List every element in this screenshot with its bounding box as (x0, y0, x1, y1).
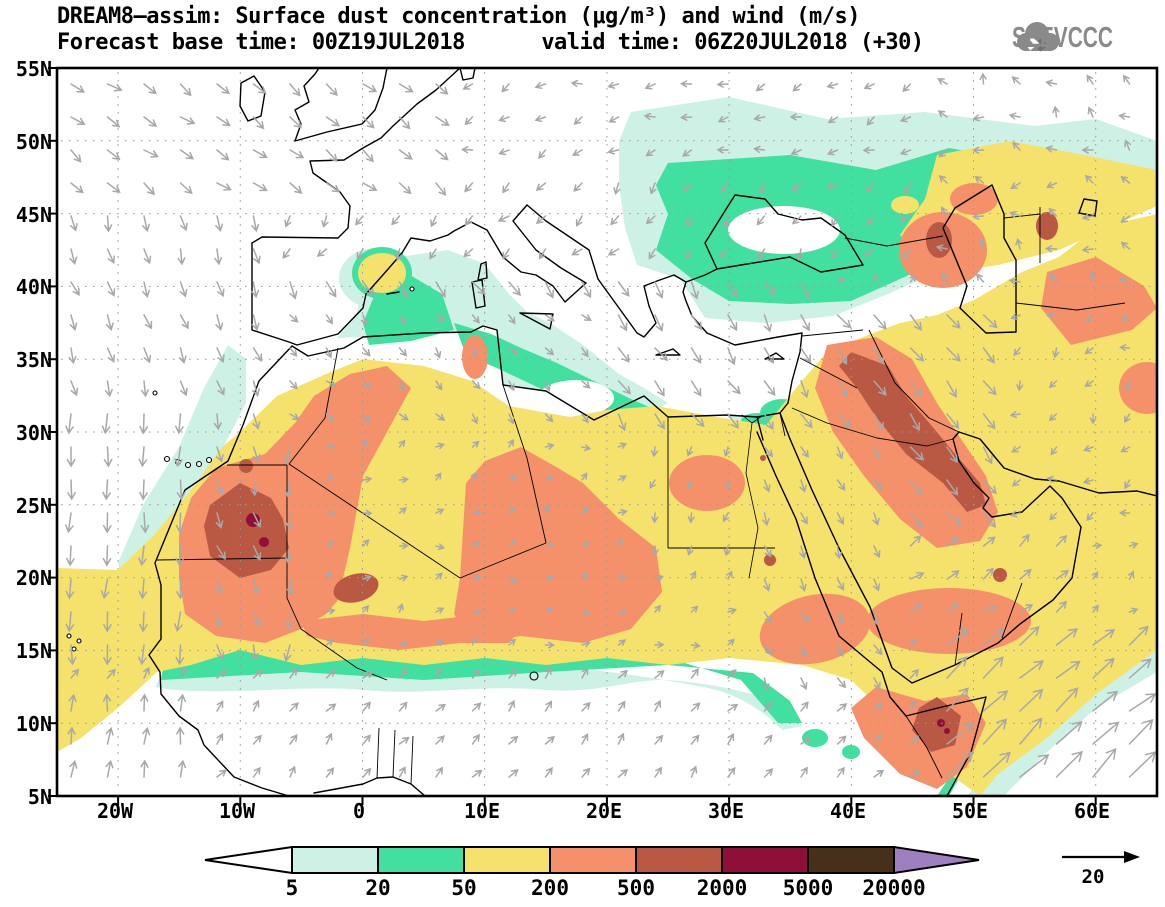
y-tick-20n: 20N (15, 566, 52, 590)
colorbar-label-5000: 5000 (782, 876, 834, 900)
x-tick-40e: 40E (829, 799, 867, 823)
colorbar-label-20: 20 (365, 876, 391, 900)
y-tick-40n: 40N (15, 275, 52, 299)
colorbar-underflow-arrow (204, 845, 293, 875)
colorbar-label-200: 200 (531, 876, 569, 900)
colorbar (204, 845, 980, 875)
y-tick-10n: 10N (15, 712, 52, 736)
colorbar-label-20000: 20000 (862, 876, 926, 900)
axis-ticks (48, 67, 1097, 805)
logo-text: SEEVCCC (1012, 21, 1113, 54)
wind-reference-value: 20 (1081, 866, 1105, 888)
y-tick-50n: 50N (15, 130, 52, 154)
colorbar-overflow-arrow (893, 845, 980, 875)
chart-subtitle-times: Forecast base time: 00Z19JUL2018 valid t… (57, 30, 924, 55)
x-tick-20e: 20E (585, 799, 623, 823)
x-tick-10e: 10E (463, 799, 501, 823)
x-tick-30e: 30E (707, 799, 745, 823)
map-canvas (48, 66, 1159, 805)
coastlines (66, 68, 1157, 796)
sea-white-patches (538, 206, 840, 416)
y-tick-55n: 55N (15, 57, 52, 81)
y-tick-25n: 25N (15, 494, 52, 518)
y-tick-5n: 5N (27, 785, 52, 809)
colorbar-label-2000: 2000 (696, 876, 748, 900)
wind-arrows (64, 72, 1157, 778)
chart-title: DREAM8—assim: Surface dust concentration… (57, 4, 860, 29)
x-tick-60e: 60E (1073, 799, 1111, 823)
y-tick-15n: 15N (15, 639, 52, 663)
wind-reference-arrow (1062, 851, 1140, 863)
x-tick-50e: 50E (951, 799, 989, 823)
x-tick-20w: 20W (96, 799, 134, 823)
cloud-icon (1017, 22, 1059, 52)
x-tick-10w: 10W (218, 799, 256, 823)
y-tick-35n: 35N (15, 348, 52, 372)
colorbar-label-5: 5 (285, 876, 299, 900)
country-borders (156, 207, 1126, 785)
colorbar-label-500: 500 (617, 876, 655, 900)
plot-frame (55, 66, 1159, 798)
seevccc-logo: SEEVCCC (1012, 18, 1158, 58)
y-tick-45n: 45N (15, 203, 52, 227)
y-tick-30n: 30N (15, 421, 52, 445)
colorbar-label-50: 50 (451, 876, 477, 900)
